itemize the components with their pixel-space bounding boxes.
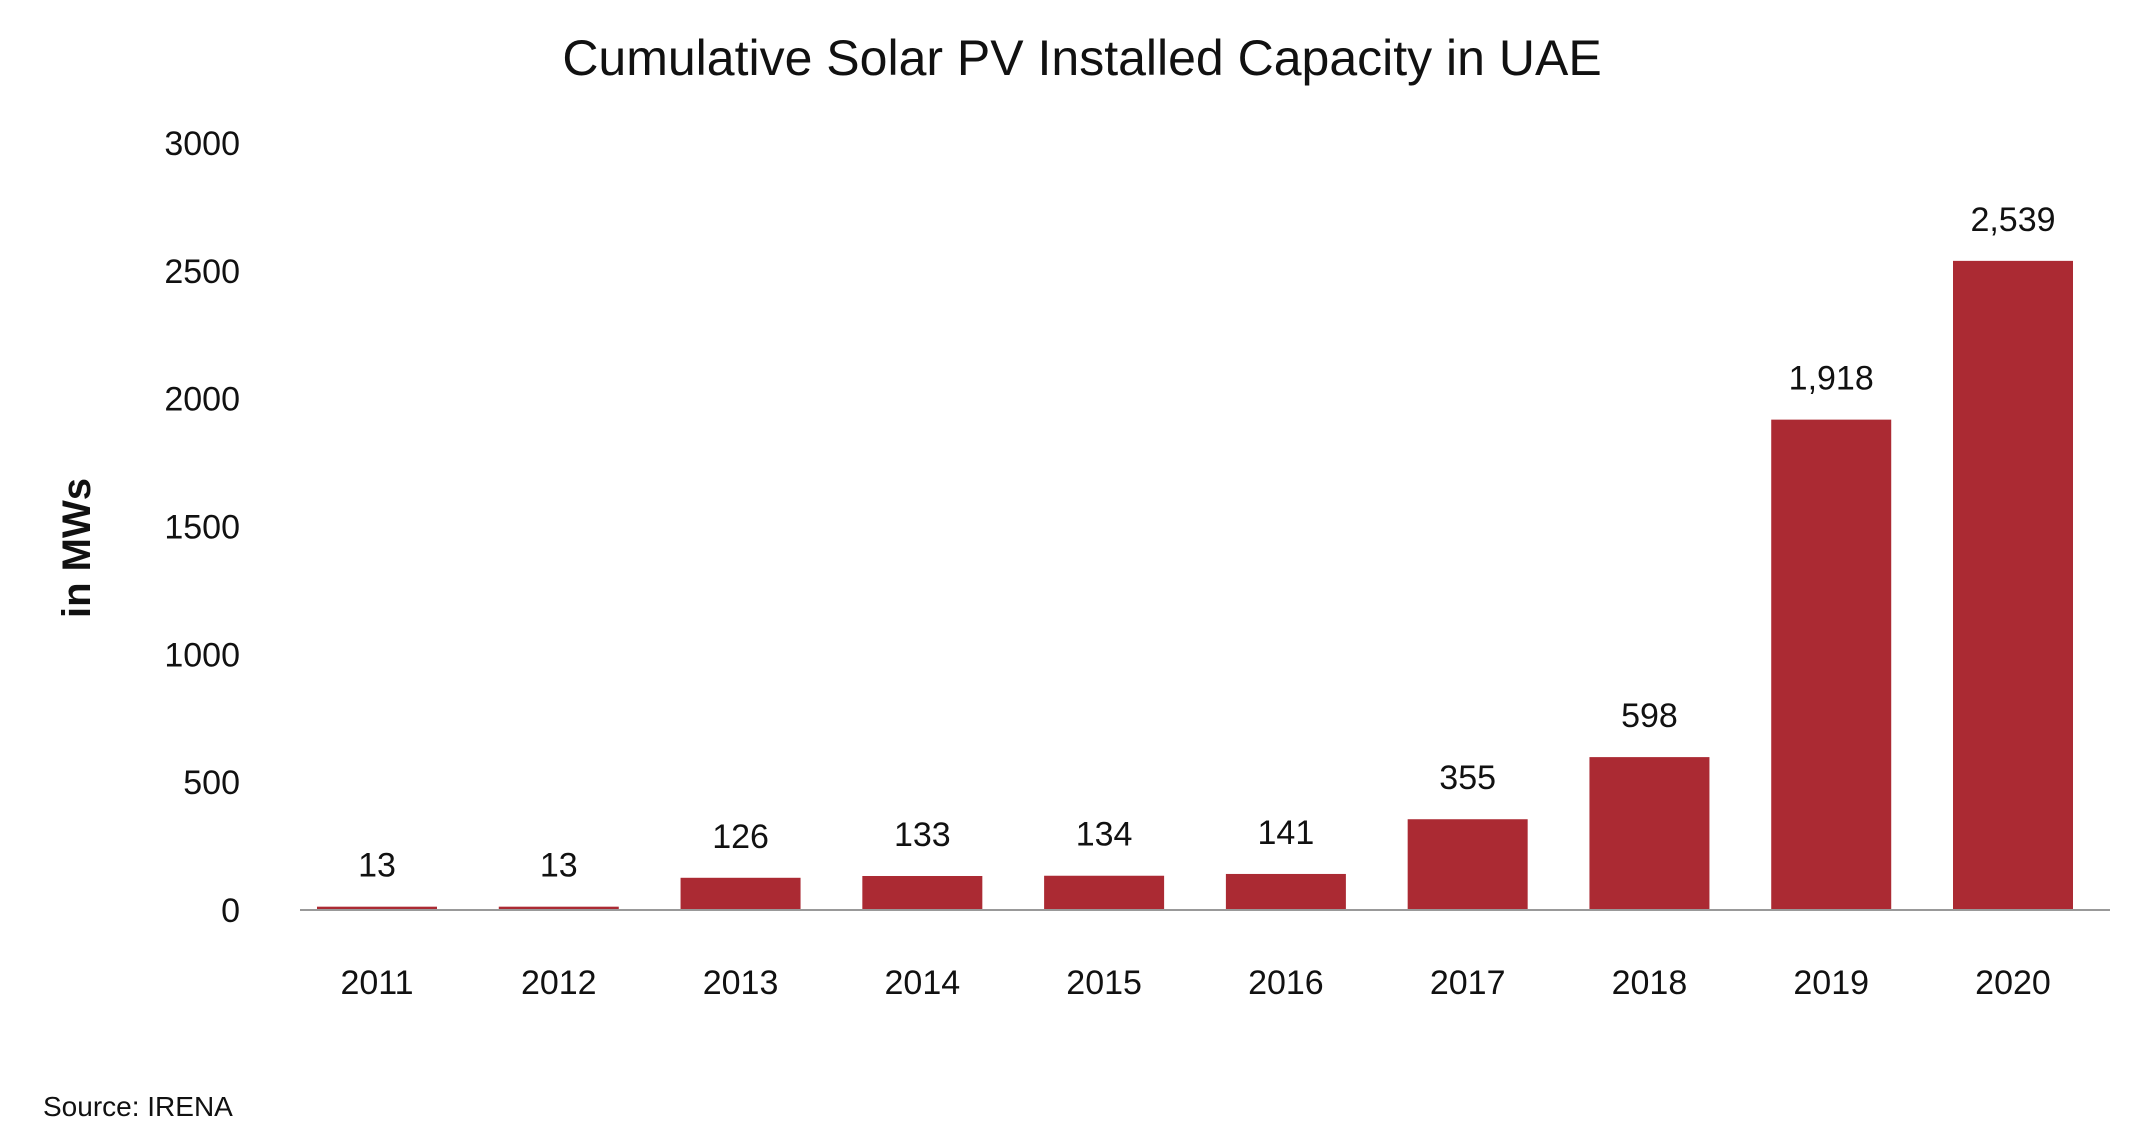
bar: [862, 875, 983, 910]
y-tick-label: 3000: [164, 125, 240, 163]
bar-value-label: 126: [712, 818, 769, 856]
x-tick-label: 2019: [1793, 964, 1869, 1002]
y-tick-label: 0: [221, 892, 240, 930]
y-axis-label-group: in MWs: [55, 478, 99, 618]
bar: [1225, 873, 1346, 910]
bar-value-label: 13: [540, 847, 578, 885]
bar: [498, 906, 619, 910]
bar-value-label: 133: [894, 816, 951, 854]
y-tick-label: 1500: [164, 509, 240, 547]
bar-value-label: 2,539: [1970, 201, 2055, 239]
y-tick-label: 500: [183, 764, 240, 802]
x-tick-label: 2020: [1975, 964, 2051, 1002]
y-tick-label: 1000: [164, 636, 240, 674]
bar: [1771, 419, 1892, 910]
bar: [1953, 260, 2073, 911]
bar: [317, 906, 437, 910]
y-axis-ticks: 0 500 1000 1500 2000 2500 3000: [164, 125, 240, 930]
bar-value-label: 598: [1621, 697, 1678, 735]
source-note: Source: IRENA: [43, 1091, 233, 1122]
bar: [1044, 875, 1165, 910]
bar: [1589, 757, 1710, 910]
y-tick-label: 2500: [164, 253, 240, 291]
x-tick-label: 2015: [1066, 964, 1142, 1002]
data-labels: 13 13 126 133 134 141 355 598 1,918 2,539: [358, 201, 2055, 885]
bar-value-label: 355: [1439, 759, 1496, 797]
bar-value-label: 141: [1258, 814, 1315, 852]
x-tick-label: 2014: [885, 964, 961, 1002]
x-tick-label: 2011: [340, 964, 413, 1002]
y-tick-label: 2000: [164, 381, 240, 419]
x-tick-label: 2013: [703, 964, 779, 1002]
bar-value-label: 13: [358, 847, 396, 885]
bar-series: [317, 260, 2073, 911]
bar-value-label: 134: [1076, 816, 1133, 854]
bar: [1407, 819, 1528, 910]
x-tick-label: 2012: [521, 964, 597, 1002]
x-tick-label: 2016: [1248, 964, 1324, 1002]
x-tick-label: 2017: [1430, 964, 1506, 1002]
bar-value-label: 1,918: [1789, 360, 1874, 398]
x-axis-ticks: 2011 2012 2013 2014 2015 2016 2017 2018 2019 2020: [340, 964, 2050, 1002]
x-tick-label: 2018: [1612, 964, 1688, 1002]
bar: [680, 877, 801, 910]
chart-title: Cumulative Solar PV Installed Capacity i…: [562, 30, 1601, 86]
y-axis-label: in MWs: [55, 478, 99, 618]
